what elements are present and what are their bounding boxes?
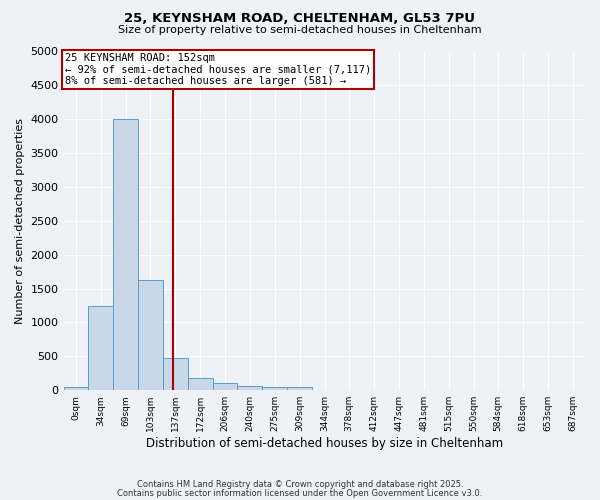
Bar <box>138 280 163 390</box>
X-axis label: Distribution of semi-detached houses by size in Cheltenham: Distribution of semi-detached houses by … <box>146 437 503 450</box>
Bar <box>88 306 113 390</box>
Bar <box>188 378 212 390</box>
Bar <box>64 387 88 390</box>
Bar <box>113 119 138 390</box>
Text: 25, KEYNSHAM ROAD, CHELTENHAM, GL53 7PU: 25, KEYNSHAM ROAD, CHELTENHAM, GL53 7PU <box>125 12 476 26</box>
Bar <box>262 387 287 390</box>
Text: Contains HM Land Registry data © Crown copyright and database right 2025.: Contains HM Land Registry data © Crown c… <box>137 480 463 489</box>
Bar <box>163 358 188 390</box>
Text: 25 KEYNSHAM ROAD: 152sqm
← 92% of semi-detached houses are smaller (7,117)
8% of: 25 KEYNSHAM ROAD: 152sqm ← 92% of semi-d… <box>65 53 371 86</box>
Bar <box>237 386 262 390</box>
Text: Size of property relative to semi-detached houses in Cheltenham: Size of property relative to semi-detach… <box>118 25 482 35</box>
Bar <box>212 384 237 390</box>
Bar <box>287 388 313 390</box>
Y-axis label: Number of semi-detached properties: Number of semi-detached properties <box>15 118 25 324</box>
Text: Contains public sector information licensed under the Open Government Licence v3: Contains public sector information licen… <box>118 488 482 498</box>
